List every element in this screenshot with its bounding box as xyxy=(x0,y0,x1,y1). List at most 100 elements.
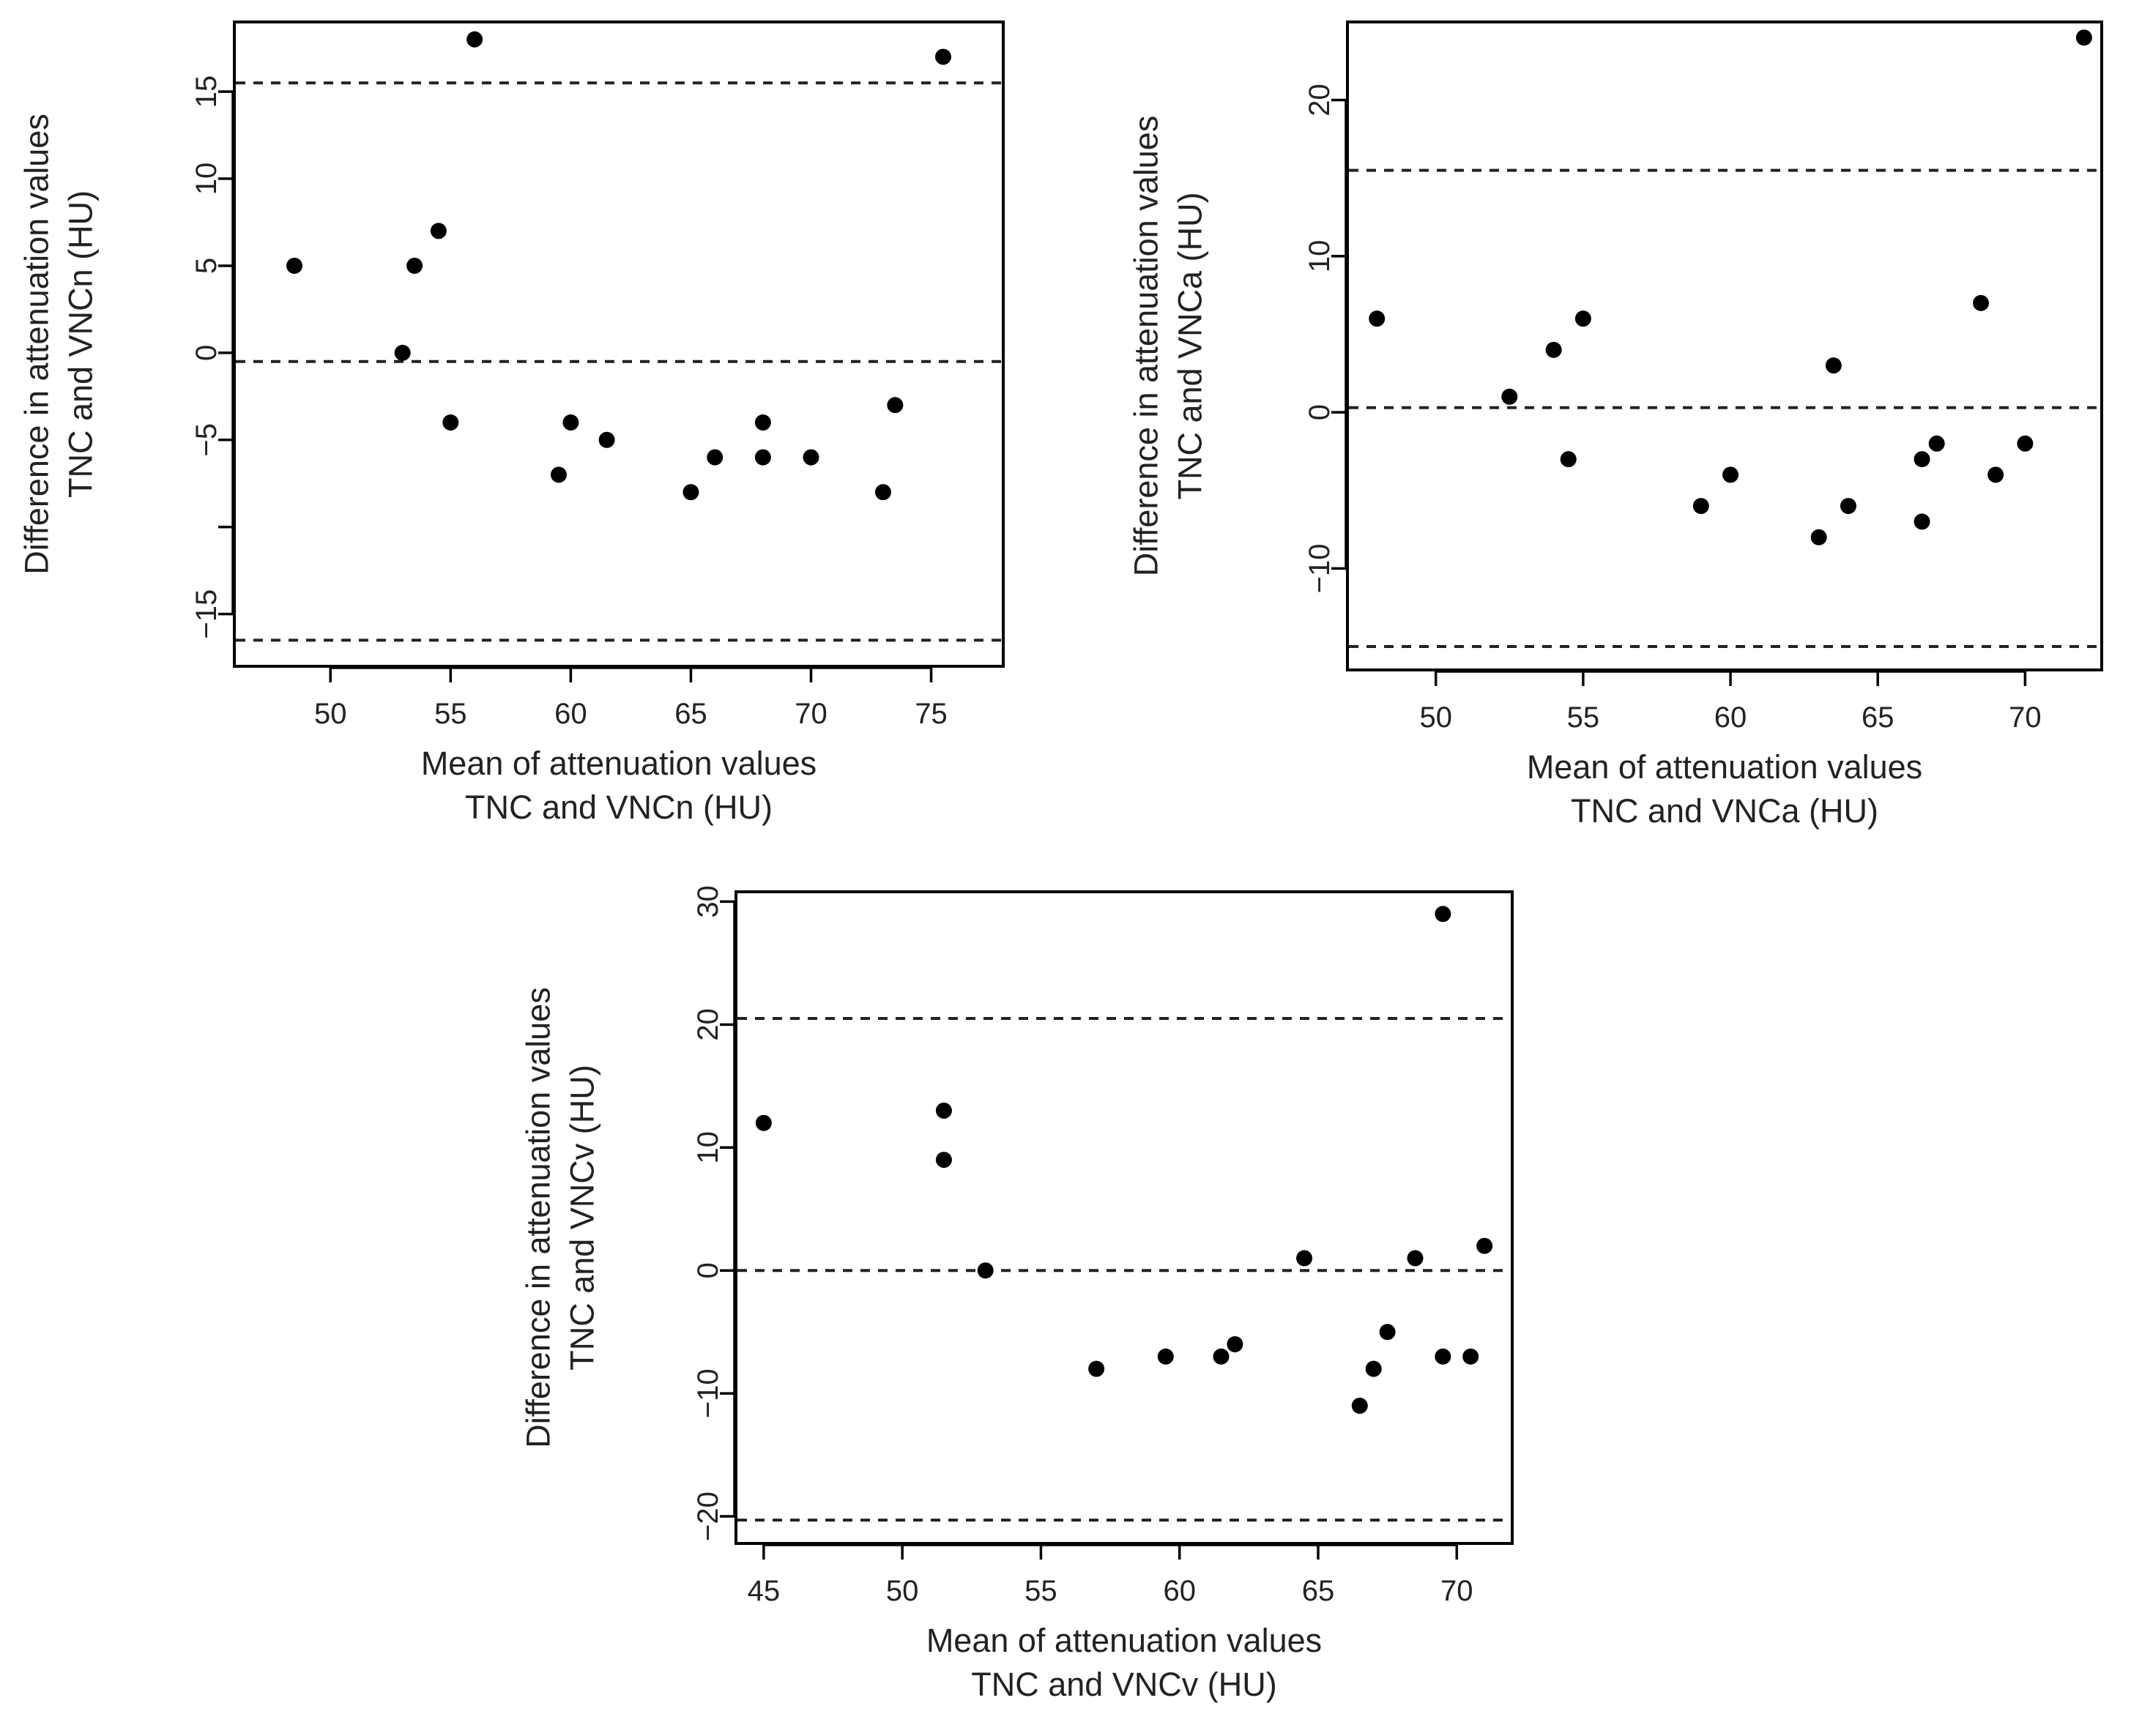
data-point xyxy=(935,1102,952,1119)
plot-frame xyxy=(1346,21,2103,671)
data-point xyxy=(1365,1360,1382,1377)
y-tick-label: 20 xyxy=(1303,83,1336,116)
y-tick-label: 10 xyxy=(1303,240,1336,273)
data-point xyxy=(1574,310,1591,327)
data-point xyxy=(1545,341,1562,358)
y-tick-label: −15 xyxy=(190,589,223,639)
y-tick-label: −20 xyxy=(692,1491,724,1541)
data-point xyxy=(874,484,891,501)
data-point xyxy=(1476,1237,1493,1254)
x-tick-label: 60 xyxy=(1163,1575,1196,1607)
data-point xyxy=(1722,466,1739,483)
data-point xyxy=(2017,435,2034,452)
x-tick-label: 50 xyxy=(314,698,347,730)
data-point xyxy=(406,257,423,274)
data-point xyxy=(1810,529,1827,545)
y-tick-label: −5 xyxy=(190,423,223,457)
data-point xyxy=(683,484,699,501)
data-point xyxy=(1407,1250,1424,1267)
y-tick-label: 10 xyxy=(692,1131,724,1164)
plot-panel-vnca: 50 55 60 65 70 −10 0 10 20 Mean of attenuation va… xyxy=(1128,21,2103,830)
x-axis-label-line2: TNC and VNCa (HU) xyxy=(1571,792,1878,830)
x-axis-label-line2: TNC and VNCv (HU) xyxy=(971,1666,1277,1703)
x-tick-label: 70 xyxy=(795,698,828,730)
data-point xyxy=(887,397,904,414)
data-point xyxy=(1369,310,1386,327)
data-point xyxy=(430,223,447,239)
data-point xyxy=(803,449,819,466)
x-tick-label: 50 xyxy=(1419,701,1452,734)
data-point xyxy=(1435,1348,1451,1365)
data-point xyxy=(1501,388,1518,405)
data-point xyxy=(1213,1348,1230,1365)
x-tick-label: 60 xyxy=(554,698,587,730)
x-tick-label: 50 xyxy=(886,1575,919,1607)
data-point xyxy=(707,449,724,466)
data-point xyxy=(754,449,771,466)
data-point xyxy=(1973,294,1990,311)
plot-panel-vncn: 50 55 60 65 70 75 −15 −5 0 5 10 15 Mean of attenuati… xyxy=(18,21,1005,826)
y-tick-label: −10 xyxy=(1303,543,1336,593)
data-point xyxy=(1914,513,1930,530)
data-point xyxy=(1840,498,1856,515)
x-tick-label: 65 xyxy=(1862,701,1894,734)
data-point xyxy=(2075,29,2092,46)
y-axis-label-line2: TNC and VNCv (HU) xyxy=(564,1065,601,1371)
data-point xyxy=(1914,451,1930,468)
x-tick-label: 55 xyxy=(1024,1575,1057,1607)
x-tick-label: 55 xyxy=(434,698,467,730)
x-tick-label: 45 xyxy=(748,1575,781,1607)
data-point xyxy=(754,414,771,431)
x-axis-label-line1: Mean of attenuation values xyxy=(421,745,817,782)
plot-frame xyxy=(734,890,1514,1545)
data-point xyxy=(394,344,411,361)
data-point xyxy=(1351,1397,1368,1414)
x-tick-label: 75 xyxy=(915,698,948,730)
y-tick-label: 15 xyxy=(190,75,223,108)
data-point xyxy=(1462,1348,1479,1365)
data-point xyxy=(1296,1250,1313,1267)
data-point xyxy=(550,466,567,483)
y-tick-label: 20 xyxy=(692,1008,724,1041)
data-point xyxy=(1435,906,1451,923)
y-axis-label-line2: TNC and VNCn (HU) xyxy=(62,190,100,498)
y-tick-label: 0 xyxy=(1303,404,1336,420)
data-point xyxy=(562,414,579,431)
y-axis-label-line1: Difference in attenuation values xyxy=(1128,116,1165,577)
data-point xyxy=(1825,357,1842,374)
x-tick-label: 70 xyxy=(2009,701,2042,734)
data-point xyxy=(1227,1335,1243,1352)
data-point xyxy=(755,1114,772,1131)
data-point xyxy=(1692,498,1709,515)
y-tick-label: 30 xyxy=(692,885,724,918)
y-axis-label-line1: Difference in attenuation values xyxy=(520,987,557,1448)
data-point xyxy=(286,257,303,274)
data-point xyxy=(1987,466,2004,483)
y-tick-label: 5 xyxy=(190,258,223,274)
data-point xyxy=(1379,1324,1396,1341)
x-tick-label: 60 xyxy=(1714,701,1747,734)
plot-frame xyxy=(233,21,1005,668)
data-point xyxy=(977,1262,994,1279)
data-point xyxy=(1157,1348,1174,1365)
data-point xyxy=(935,1152,952,1169)
data-point xyxy=(598,431,615,448)
x-tick-label: 55 xyxy=(1567,701,1600,734)
data-point xyxy=(1088,1360,1105,1377)
y-tick-label: 0 xyxy=(692,1262,724,1278)
data-point xyxy=(1560,451,1577,468)
y-tick-label: −10 xyxy=(692,1368,724,1418)
x-tick-label: 70 xyxy=(1440,1575,1473,1607)
data-point xyxy=(934,48,951,65)
x-tick-label: 65 xyxy=(674,698,707,730)
x-axis-label-line1: Mean of attenuation values xyxy=(1527,748,1922,786)
y-tick-label: 10 xyxy=(190,163,223,195)
y-axis-label-line2: TNC and VNCa (HU) xyxy=(1172,192,1209,499)
data-point xyxy=(442,414,459,431)
x-axis-label-line2: TNC and VNCn (HU) xyxy=(465,789,773,826)
data-point xyxy=(466,31,483,48)
x-tick-label: 65 xyxy=(1302,1575,1335,1607)
x-axis-label-line1: Mean of attenuation values xyxy=(926,1622,1322,1659)
data-point xyxy=(1928,435,1945,452)
